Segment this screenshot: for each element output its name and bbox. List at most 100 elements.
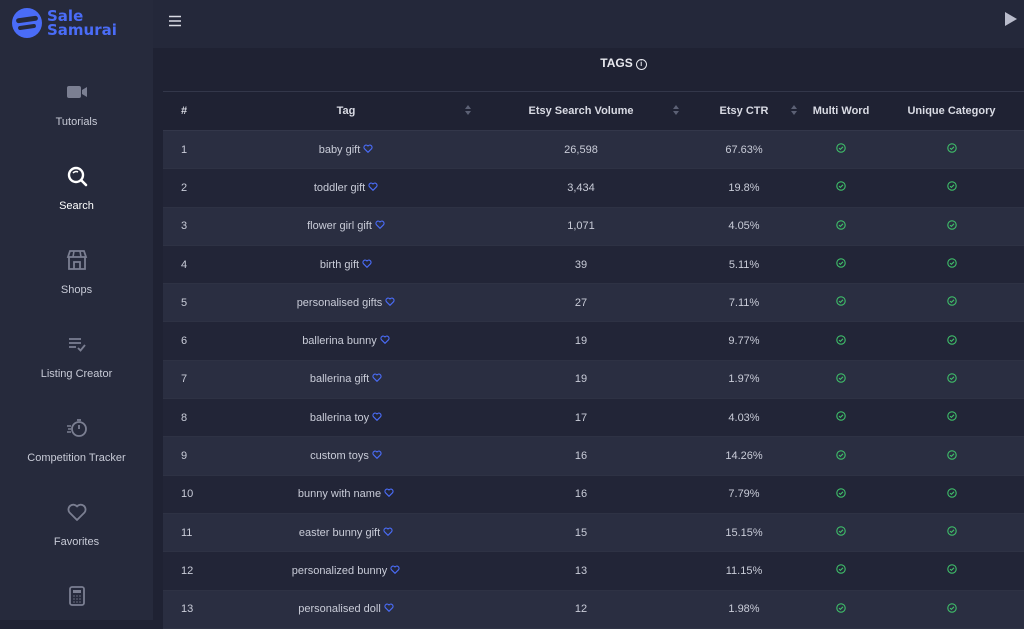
check-circle-icon	[946, 373, 957, 383]
ctr-cell: 1.98%	[685, 590, 803, 629]
heart-icon[interactable]	[385, 297, 395, 306]
multi-word-cell	[803, 360, 879, 400]
check-circle-icon	[836, 143, 846, 153]
tag-text: custom toys	[310, 450, 369, 463]
sidebar-item-listing-creator[interactable]: Listing Creator	[0, 332, 153, 380]
heart-icon[interactable]	[372, 412, 382, 421]
tags-table: # Tag Etsy Search Volume Etsy CTR Multi …	[163, 91, 1024, 629]
check-circle-icon	[836, 449, 846, 460]
ctr-cell: 11.15%	[685, 551, 803, 591]
sort-icon[interactable]	[791, 105, 797, 115]
multi-word-cell	[803, 168, 879, 208]
multi-word-cell	[803, 436, 879, 476]
logo-icon	[12, 8, 42, 38]
heart-icon[interactable]	[372, 450, 382, 459]
row-number: 1	[163, 130, 215, 170]
row-number: 4	[163, 245, 215, 285]
column-header-unique-category: Unique Category	[879, 91, 1024, 131]
sidebar-item-label: Search	[59, 200, 94, 212]
check-circle-icon	[946, 411, 957, 421]
column-header-ctr[interactable]: Etsy CTR	[685, 91, 803, 131]
unique-category-cell	[879, 551, 1024, 591]
search-volume-cell: 27	[477, 283, 685, 323]
sidebar-item-tutorials[interactable]: Tutorials	[0, 80, 153, 128]
check-circle-icon	[946, 449, 957, 460]
multi-word-cell	[803, 513, 879, 553]
sidebar-item-search[interactable]: Search	[0, 164, 153, 212]
sidebar-item-shops[interactable]: Shops	[0, 248, 153, 296]
multi-word-cell	[803, 398, 879, 438]
search-volume-cell: 3,434	[477, 168, 685, 208]
table-row: 6 ballerina bunny 19 9.77%	[163, 321, 1024, 361]
tag-text: ballerina toy	[309, 411, 370, 424]
tag-text: baby gift	[318, 143, 361, 156]
table-row: 12 personalized bunny 13 11.15%	[163, 551, 1024, 591]
check-circle-icon	[946, 564, 957, 575]
tag-cell: ballerina gift	[215, 360, 477, 400]
top-bar	[153, 0, 1024, 48]
sort-icon[interactable]	[673, 105, 679, 115]
unique-category-cell	[879, 513, 1024, 553]
heart-icon[interactable]	[372, 373, 382, 383]
ctr-cell: 1.97%	[685, 360, 803, 400]
table-row: 2 toddler gift 3,434 19.8%	[163, 168, 1024, 208]
sidebar-item-favorites[interactable]: Favorites	[0, 500, 153, 548]
sidebar-item-label: Listing Creator	[40, 368, 113, 380]
sidebar-item-competition-tracker[interactable]: Competition Tracker	[0, 416, 153, 464]
heart-icon[interactable]	[368, 182, 378, 191]
table-body: 1 baby gift 26,598 67.63% 2 toddler gift 3,434…	[163, 130, 1024, 629]
table-row: 9 custom toys 16 14.26%	[163, 436, 1024, 476]
multi-word-cell	[803, 283, 879, 323]
heart-icon[interactable]	[363, 144, 373, 153]
check-circle-icon	[836, 373, 846, 383]
brand-logo[interactable]: Sale Samurai	[12, 6, 117, 40]
ctr-cell: 19.8%	[685, 168, 803, 208]
row-number: 5	[163, 283, 215, 323]
heart-icon[interactable]	[390, 565, 400, 574]
listing-icon	[68, 338, 86, 352]
column-header-multi-word: Multi Word	[803, 91, 879, 131]
tag-cell: custom toys	[215, 436, 477, 476]
sort-icon[interactable]	[465, 105, 471, 115]
ctr-cell: 67.63%	[685, 130, 803, 170]
column-header-tag[interactable]: Tag	[215, 91, 477, 131]
check-circle-icon	[946, 258, 957, 268]
unique-category-cell	[879, 283, 1024, 323]
unique-category-cell	[879, 475, 1024, 514]
tag-cell: baby gift	[215, 130, 477, 170]
heart-icon[interactable]	[375, 220, 385, 230]
sidebar-item-calculator[interactable]	[0, 584, 153, 620]
check-circle-icon	[836, 258, 846, 268]
heart-icon[interactable]	[384, 488, 394, 498]
ctr-cell: 4.03%	[685, 398, 803, 438]
check-circle-icon	[836, 411, 846, 421]
play-icon[interactable]	[1004, 11, 1018, 27]
row-number: 13	[163, 590, 215, 629]
menu-icon[interactable]	[169, 15, 181, 27]
check-circle-icon	[836, 334, 846, 345]
heart-icon	[67, 503, 86, 521]
heart-icon[interactable]	[380, 335, 390, 344]
heart-icon[interactable]	[383, 527, 393, 536]
tag-cell: personalised gifts	[215, 283, 477, 323]
store-icon	[66, 250, 87, 270]
tag-text: toddler gift	[313, 181, 366, 194]
check-circle-icon	[946, 488, 957, 498]
ctr-cell: 5.11%	[685, 245, 803, 285]
row-number: 12	[163, 551, 215, 591]
video-camera-icon	[66, 86, 87, 98]
heart-icon[interactable]	[362, 259, 372, 268]
sidebar-item-label: Competition Tracker	[27, 452, 126, 464]
tag-text: personalised gifts	[296, 296, 383, 309]
info-icon[interactable]: i	[635, 59, 647, 70]
column-header-search-volume[interactable]: Etsy Search Volume	[477, 91, 685, 131]
multi-word-cell	[803, 130, 879, 170]
unique-category-cell	[879, 360, 1024, 400]
table-row: 13 personalised doll 12 1.98%	[163, 590, 1024, 629]
unique-category-cell	[879, 245, 1024, 285]
search-volume-cell: 12	[477, 590, 685, 629]
heart-icon[interactable]	[384, 603, 394, 613]
multi-word-cell	[803, 245, 879, 285]
brand-name-line1: Sale	[47, 7, 84, 25]
table-row: 4 birth gift 39 5.11%	[163, 245, 1024, 285]
